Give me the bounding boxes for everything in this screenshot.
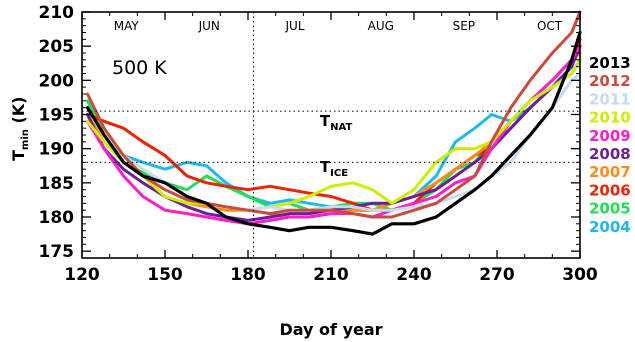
x-tick-label: 150 bbox=[147, 265, 183, 285]
series-line-2011 bbox=[86, 72, 582, 212]
legend-entry-2013: 2013 bbox=[589, 54, 631, 72]
legend-entry-2006: 2006 bbox=[589, 181, 631, 199]
x-tick-label: 300 bbox=[562, 265, 598, 285]
reference-label-main: T bbox=[320, 112, 331, 130]
reference-label-nat: TNAT bbox=[320, 112, 353, 133]
series-line-2012 bbox=[86, 10, 582, 219]
y-axis-title: Tmin (K) bbox=[9, 97, 31, 161]
legend-entry-2011: 2011 bbox=[589, 90, 631, 108]
legend-entry-2012: 2012 bbox=[589, 72, 631, 90]
x-tick-label: 240 bbox=[396, 265, 432, 285]
reference-label-ice: TICE bbox=[320, 158, 348, 179]
y-tick-label: 200 bbox=[39, 71, 75, 91]
x-axis-title: Day of year bbox=[279, 320, 382, 339]
month-label-jun: JUN bbox=[198, 19, 220, 33]
annotation-label: 500 K bbox=[112, 57, 167, 79]
reference-label-sub: NAT bbox=[330, 122, 352, 133]
legend-entry-2010: 2010 bbox=[589, 109, 631, 127]
legend-entry-2009: 2009 bbox=[589, 127, 631, 145]
axis-labels: 120 150 180 210 240 270 300 175 180 185 190 195 200 2… bbox=[9, 3, 598, 339]
month-label-may: MAY bbox=[114, 19, 140, 33]
y-tick-label: 195 bbox=[39, 106, 75, 126]
month-label-oct: OCT bbox=[537, 19, 563, 33]
month-label-jul: JUL bbox=[285, 19, 305, 33]
month-label-aug: AUG bbox=[368, 19, 394, 33]
y-tick-label: 175 bbox=[39, 242, 75, 262]
series-lines bbox=[85, 10, 582, 236]
y-axis-title-unit: (K) bbox=[9, 97, 28, 130]
x-tick-label: 210 bbox=[313, 265, 349, 285]
y-tick-label: 185 bbox=[39, 174, 75, 194]
legend-entry-2008: 2008 bbox=[589, 145, 631, 163]
y-tick-label: 205 bbox=[39, 37, 75, 57]
legend-entry-2005: 2005 bbox=[589, 200, 631, 218]
series-line-2010 bbox=[86, 58, 582, 212]
legend-entry-2004: 2004 bbox=[589, 218, 631, 236]
axis-ticks bbox=[81, 11, 581, 258]
series-line-2013 bbox=[85, 30, 582, 236]
y-axis-title-main: T bbox=[9, 150, 28, 161]
reference-label-main: T bbox=[320, 158, 331, 176]
y-axis-title-sub: min bbox=[20, 129, 31, 150]
y-tick-label: 180 bbox=[39, 208, 75, 228]
reference-label-sub: ICE bbox=[330, 168, 348, 179]
legend-entry-2007: 2007 bbox=[589, 163, 631, 181]
y-tick-label: 190 bbox=[39, 140, 75, 160]
x-tick-label: 180 bbox=[230, 265, 266, 285]
month-label-sep: SEP bbox=[453, 19, 475, 33]
y-tick-label: 210 bbox=[39, 3, 75, 23]
x-tick-label: 270 bbox=[479, 265, 515, 285]
x-tick-label: 120 bbox=[64, 265, 100, 285]
